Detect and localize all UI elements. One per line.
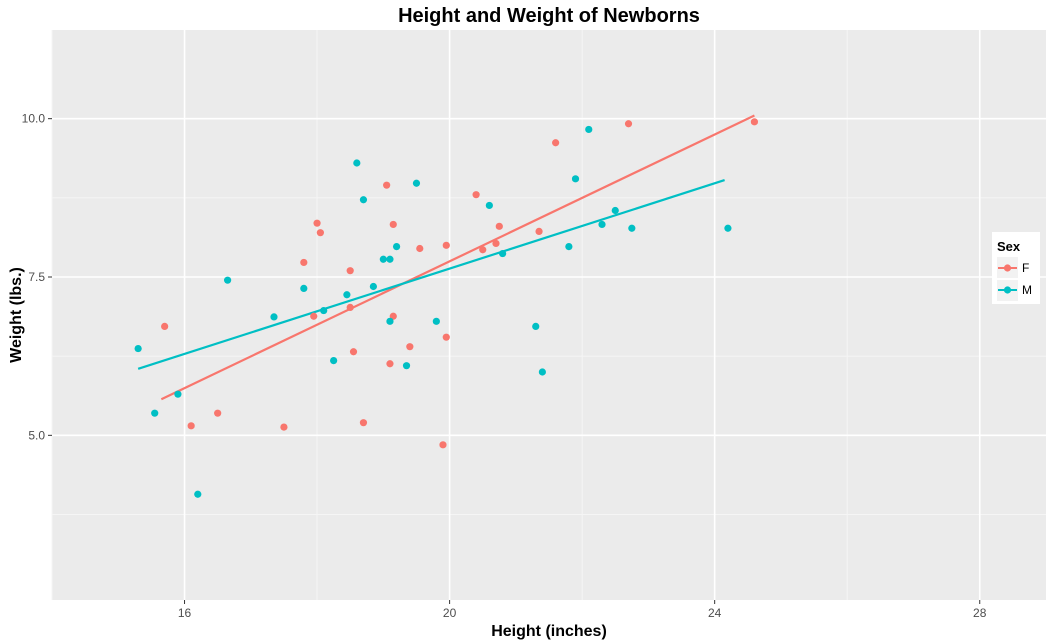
chart-title: Height and Weight of Newborns xyxy=(398,5,700,27)
data-point-m xyxy=(270,313,278,321)
data-point-f xyxy=(442,241,450,249)
data-point-m xyxy=(330,357,338,365)
data-point-m xyxy=(538,368,546,376)
x-tick-label: 16 xyxy=(178,606,192,620)
legend-key-m-point xyxy=(1003,286,1012,294)
data-point-m xyxy=(300,284,308,292)
data-point-f xyxy=(280,423,288,431)
data-point-m xyxy=(499,249,507,258)
data-point-m xyxy=(369,282,377,291)
data-point-f xyxy=(346,303,354,311)
data-point-f xyxy=(161,322,169,330)
data-point-m xyxy=(151,409,159,417)
data-point-m xyxy=(343,291,351,299)
data-point-m xyxy=(174,390,182,398)
data-point-f xyxy=(439,441,447,449)
data-point-f xyxy=(406,343,414,351)
trend-layer xyxy=(137,114,755,401)
data-point-m xyxy=(571,175,580,183)
data-point-f xyxy=(750,118,759,126)
data-point-m xyxy=(532,322,540,330)
data-point-m xyxy=(353,159,361,167)
data-point-m xyxy=(432,317,440,325)
y-tick-label: 10.0 xyxy=(22,112,46,126)
data-point-f xyxy=(416,244,424,253)
data-point-m xyxy=(565,243,573,251)
data-point-m xyxy=(194,490,202,498)
legend-label-f: F xyxy=(1022,261,1029,275)
data-point-f xyxy=(383,181,391,189)
data-point-m xyxy=(598,220,606,229)
legend-key-f-point xyxy=(1003,264,1012,272)
data-point-m xyxy=(402,362,411,370)
data-point-f xyxy=(479,246,487,254)
data-point-f xyxy=(442,333,450,341)
data-point-m xyxy=(386,255,394,263)
data-point-m xyxy=(412,179,421,187)
legend: Sex F M xyxy=(992,232,1040,304)
data-point-f xyxy=(313,219,321,227)
legend-label-m: M xyxy=(1022,283,1032,297)
data-point-f xyxy=(310,312,318,320)
data-point-m xyxy=(724,224,732,232)
data-point-f xyxy=(535,227,543,235)
data-point-f xyxy=(492,239,500,248)
data-point-f xyxy=(214,409,222,417)
data-point-f xyxy=(389,312,397,320)
data-point-f xyxy=(624,120,633,128)
data-point-f xyxy=(495,222,503,230)
grid-layer xyxy=(51,30,1046,600)
x-tick-label: 24 xyxy=(708,606,722,620)
y-tick-label: 7.5 xyxy=(28,270,45,284)
trend-line-f xyxy=(160,114,755,401)
y-axis-title: Weight (lbs.) xyxy=(8,267,25,363)
data-point-f xyxy=(389,220,397,229)
data-point-m xyxy=(379,255,387,263)
data-point-m xyxy=(320,306,328,315)
data-point-f xyxy=(300,258,308,267)
data-point-f xyxy=(386,360,394,368)
data-point-m xyxy=(585,125,593,134)
data-point-f xyxy=(552,139,560,147)
data-point-m xyxy=(386,317,394,325)
trend-line-m xyxy=(137,179,725,370)
axis-layer: 16 20 24 28 5.0 7.5 10.0 xyxy=(22,112,987,620)
data-point-m xyxy=(611,206,619,215)
data-point-m xyxy=(485,201,493,210)
x-axis-title: Height (inches) xyxy=(491,623,607,640)
data-point-m xyxy=(224,276,232,284)
data-point-f xyxy=(472,191,480,199)
legend-title: Sex xyxy=(997,239,1021,254)
data-point-m xyxy=(628,224,636,232)
data-point-m xyxy=(359,196,368,204)
data-point-f xyxy=(187,422,195,430)
data-point-f xyxy=(349,348,358,356)
x-tick-label: 28 xyxy=(973,606,987,620)
data-point-m xyxy=(392,243,401,251)
points-layer xyxy=(134,118,759,498)
data-point-m xyxy=(134,344,142,353)
data-point-f xyxy=(316,229,324,237)
plot-panel xyxy=(52,30,1046,600)
data-point-f xyxy=(346,267,354,275)
x-tick-label: 20 xyxy=(443,606,457,620)
data-point-f xyxy=(359,419,368,427)
y-tick-label: 5.0 xyxy=(28,428,45,442)
